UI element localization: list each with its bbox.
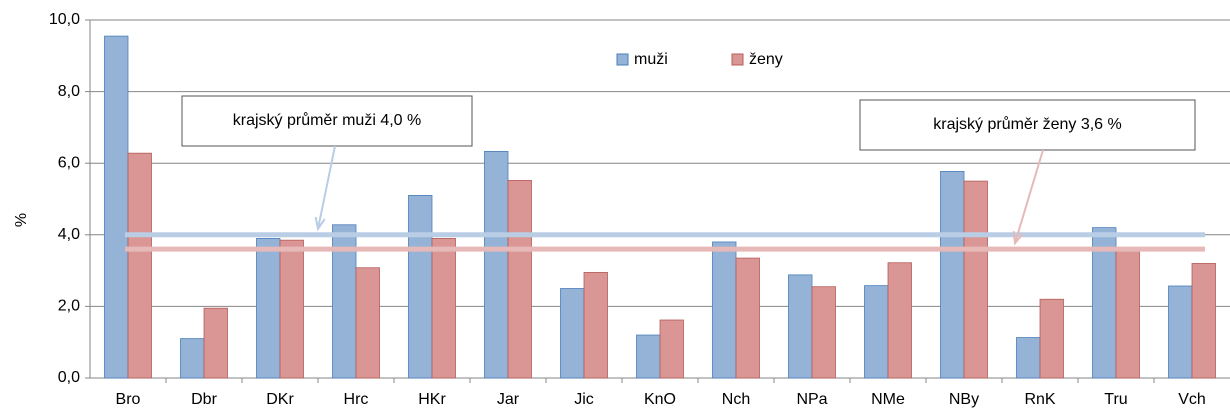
bar: [940, 171, 965, 379]
bar: [1039, 298, 1064, 379]
x-tick-label: Bro: [116, 391, 141, 408]
callout-text: krajský průměr ženy 3,6 %: [933, 115, 1122, 133]
y-tick-label: 0,0: [58, 369, 80, 386]
x-tick-label: Nch: [722, 391, 750, 408]
y-axis-label: %: [13, 213, 30, 227]
bar: [560, 288, 585, 379]
arrow-head: [314, 216, 326, 232]
bar: [1115, 248, 1140, 379]
bar: [180, 338, 205, 379]
x-tick-label: KnO: [644, 391, 676, 408]
bar: [484, 150, 509, 379]
y-tick-label: 2,0: [58, 298, 80, 315]
bar: [507, 179, 532, 379]
bar: [659, 319, 684, 379]
legend-label: ženy: [749, 51, 783, 68]
bar: [279, 239, 304, 379]
x-tick-label: NBy: [949, 391, 979, 408]
arrow-head: [1012, 231, 1024, 246]
x-tick-label: NPa: [796, 391, 827, 408]
bar: [256, 237, 281, 379]
bar: [788, 274, 813, 379]
bar: [1016, 337, 1041, 379]
callout-box: [181, 95, 473, 147]
legend-swatch: [616, 53, 629, 66]
x-tick-label: HKr: [418, 391, 446, 408]
x-tick-label: NMe: [871, 391, 905, 408]
callout-arrow: [1014, 149, 1044, 244]
bar: [963, 180, 988, 379]
bar: [636, 334, 661, 379]
y-tick-label: 4,0: [58, 226, 80, 243]
x-tick-label: Tru: [1104, 391, 1127, 408]
y-tick-label: 10,0: [49, 11, 80, 28]
x-tick-label: DKr: [266, 391, 294, 408]
bar: [811, 286, 836, 379]
x-tick-label: Dbr: [191, 391, 217, 408]
x-tick-label: Jar: [497, 391, 520, 408]
bar: [735, 257, 760, 379]
bar: [864, 285, 889, 379]
bar: [408, 195, 433, 379]
bar: [431, 237, 456, 379]
bar: [203, 307, 228, 379]
x-tick-label: Vch: [1178, 391, 1206, 408]
bar: [1168, 285, 1193, 379]
y-tick-label: 8,0: [58, 83, 80, 100]
bar: [583, 271, 608, 379]
bar: [355, 267, 380, 379]
callout-box: [859, 99, 1196, 151]
callout-text: krajský průměr muži 4,0 %: [233, 111, 422, 129]
y-tick-label: 6,0: [58, 154, 80, 171]
bar: [887, 262, 912, 379]
x-tick-label: RnK: [1024, 391, 1055, 408]
x-tick-label: Hrc: [344, 391, 369, 408]
callout-arrow: [317, 145, 336, 230]
bar: [1191, 263, 1216, 379]
legend-swatch: [731, 53, 744, 66]
bar: [104, 35, 129, 379]
bar: [127, 152, 152, 379]
bar: [712, 241, 737, 379]
x-tick-label: Jic: [574, 391, 594, 408]
legend-label: muži: [634, 51, 668, 68]
